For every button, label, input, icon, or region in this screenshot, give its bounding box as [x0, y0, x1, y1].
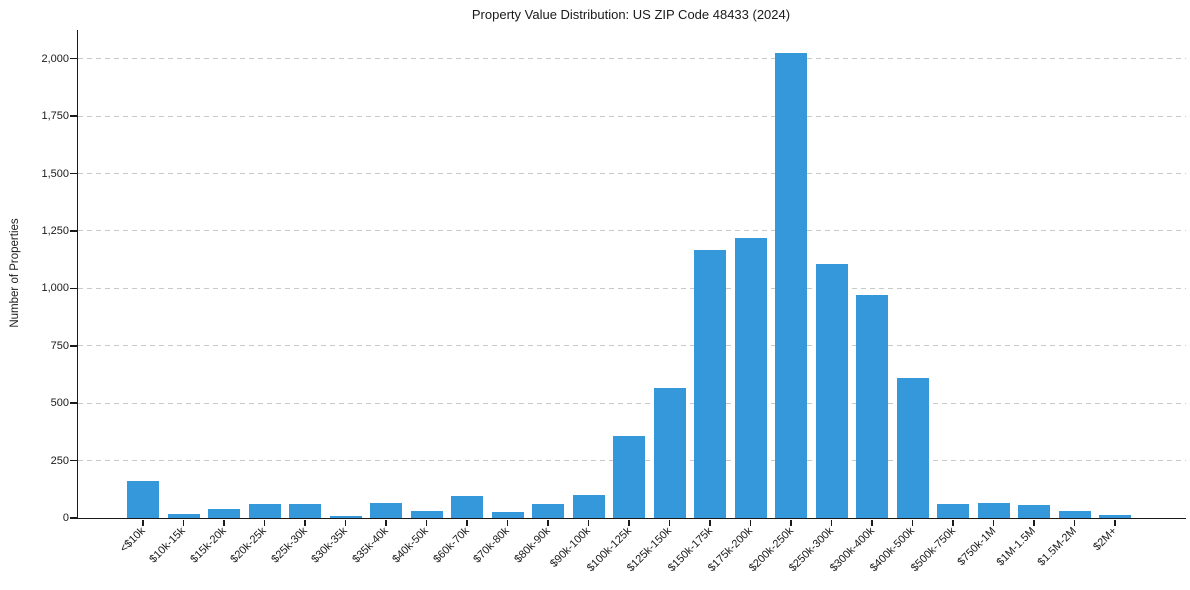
y-tick-mark [70, 287, 77, 290]
y-tick-mark [70, 230, 77, 232]
x-tick-mark [304, 519, 306, 526]
x-tick-mark [749, 519, 752, 526]
y-tick-label: 0 [62, 512, 69, 524]
bar [653, 388, 686, 518]
gridline [78, 115, 1186, 117]
bar [208, 508, 240, 518]
bar [775, 52, 807, 518]
x-tick-mark [709, 519, 711, 526]
x-tick-mark [952, 519, 954, 526]
gridline [78, 287, 1186, 289]
bar [532, 504, 564, 518]
x-tick-mark [223, 519, 225, 526]
gridline [78, 345, 1186, 347]
plot-area: 0 250 500 750 1,000 1,250 1,500 1,750 2,000 <$10k… [41, 30, 1186, 574]
x-tick-mark [1033, 519, 1035, 526]
bar [248, 503, 281, 518]
x-tick-label: $60k-70k [430, 525, 472, 566]
x-tick-mark [385, 519, 387, 526]
y-tick-mark [70, 115, 77, 117]
bar [734, 237, 767, 518]
x-tick-label: $20k-25k [228, 525, 269, 566]
x-tick-mark [1114, 519, 1116, 526]
x-tick-mark [830, 519, 833, 526]
x-tick-mark [182, 519, 185, 526]
y-tick-label: 250 [50, 454, 69, 467]
y-tick-label: 500 [50, 397, 69, 410]
x-tick-mark [790, 519, 792, 526]
y-tick-mark [70, 345, 77, 347]
x-tick-label: $15k-20k [187, 525, 229, 566]
x-tick-label: $2M+ [1091, 525, 1120, 554]
bar [1058, 511, 1091, 518]
x-tick-mark [466, 519, 468, 526]
x-tick-label: $30k-35k [309, 525, 350, 566]
bar [329, 515, 362, 518]
bar [410, 511, 443, 518]
x-tick-mark [344, 519, 347, 526]
bar [937, 504, 969, 518]
y-tick-label: 2,000 [41, 52, 69, 65]
bar [491, 512, 524, 518]
y-tick-mark [70, 459, 77, 462]
x-tick-mark [506, 519, 509, 526]
y-tick-label: 750 [50, 339, 69, 352]
x-tick-mark [628, 519, 630, 526]
y-tick-mark [70, 517, 77, 519]
y-axis-label: Number of Properties [9, 218, 21, 328]
x-tick-mark [263, 519, 266, 526]
bar [167, 513, 200, 518]
y-tick-mark [70, 402, 77, 404]
bar [856, 295, 888, 518]
bar [370, 503, 402, 518]
y-tick-mark [70, 57, 77, 60]
x-tick-label: $1M-1.5M [994, 525, 1039, 569]
bar [896, 377, 929, 518]
x-tick-mark [992, 519, 995, 526]
bar [451, 496, 483, 518]
x-tick-label: $10k-15k [147, 525, 188, 566]
y-tick-label: 1,000 [41, 282, 69, 295]
gridline [78, 402, 1186, 404]
bar [127, 481, 159, 518]
x-tick-mark [1073, 519, 1076, 526]
x-tick-mark [587, 519, 590, 526]
y-tick-mark [70, 172, 77, 175]
bar [815, 264, 848, 518]
bar [289, 503, 321, 518]
bar [572, 495, 605, 518]
x-tick-mark [142, 519, 144, 526]
x-tick-mark [911, 519, 914, 526]
bar [613, 435, 645, 518]
x-tick-label: $25k-30k [268, 525, 310, 566]
bar [1018, 505, 1050, 518]
x-tick-label: $750k-1M [954, 525, 998, 569]
x-tick-label: $40k-50k [390, 525, 431, 566]
x-tick-mark [668, 519, 671, 526]
y-tick-label: 1,250 [41, 224, 69, 237]
gridline [78, 230, 1186, 232]
x-tick-label: $70k-80k [471, 525, 512, 566]
chart-title: Property Value Distribution: US ZIP Code… [471, 7, 791, 22]
x-tick-mark [547, 519, 549, 526]
bar [1099, 514, 1131, 518]
y-tick-label: 1,750 [41, 110, 69, 123]
x-tick-label: <$10k [117, 525, 148, 555]
x-tick-label: $35k-40k [349, 525, 391, 566]
gridline [78, 58, 1186, 60]
x-tick-label: $1.5M-2M [1035, 525, 1079, 569]
bar [694, 250, 726, 518]
x-tick-label: $80k-90k [511, 525, 553, 566]
bar [977, 503, 1010, 518]
y-tick-label: 1,500 [41, 167, 69, 180]
x-tick-mark [425, 519, 428, 526]
x-tick-mark [871, 519, 873, 526]
gridline [78, 173, 1186, 175]
